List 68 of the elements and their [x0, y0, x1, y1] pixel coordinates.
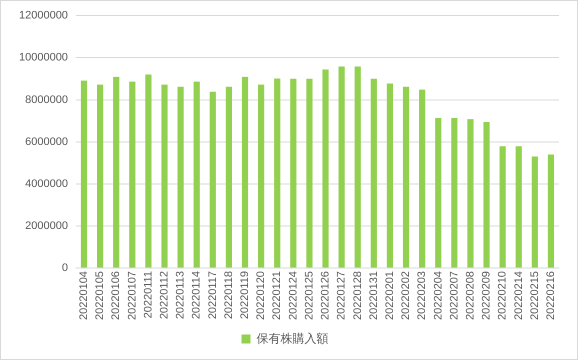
x-tick-label: 20220120 — [255, 271, 268, 320]
x-tick-label: 20220127 — [336, 271, 348, 320]
y-tick-label: 6000000 — [25, 136, 68, 148]
x-tick-label: 20220124 — [287, 271, 300, 320]
bar — [145, 74, 152, 268]
bar — [322, 69, 329, 268]
x-tick-label: 20220118 — [222, 271, 235, 320]
x-tick-label: 20220104 — [78, 271, 90, 320]
x-tick-label: 20220216 — [544, 271, 557, 320]
bar — [96, 84, 104, 268]
bar — [80, 80, 88, 268]
legend-label: 保有株購入額 — [256, 331, 328, 346]
x-tick-label: 20220121 — [271, 271, 284, 320]
x-tick-label: 20220208 — [464, 271, 476, 320]
x-tick-label: 20220210 — [496, 271, 509, 320]
x-tick-label: 20220119 — [239, 271, 252, 320]
y-tick-label: 4000000 — [25, 178, 68, 190]
y-tick-label: 12000000 — [18, 10, 68, 22]
bar — [113, 76, 120, 268]
bar — [516, 146, 522, 268]
bar — [467, 119, 474, 268]
bar — [306, 78, 313, 268]
bar — [354, 66, 361, 268]
x-tick-label: 20220131 — [368, 271, 380, 320]
bar — [178, 86, 184, 268]
bar — [290, 78, 296, 268]
bar — [370, 78, 377, 268]
x-tick-label: 20220209 — [480, 271, 493, 320]
x-tick-label: 20220105 — [94, 271, 106, 320]
bar — [435, 118, 442, 268]
x-tick-label: 20220128 — [352, 271, 364, 320]
x-tick-label: 20220113 — [174, 271, 187, 320]
bar — [548, 154, 554, 268]
y-tick-label: 0 — [62, 262, 68, 274]
bar — [338, 66, 345, 268]
bar — [483, 122, 490, 268]
x-tick-label: 20220117 — [206, 271, 219, 320]
bar — [210, 92, 216, 268]
y-tick-label: 10000000 — [18, 52, 68, 64]
bar — [258, 84, 264, 268]
bar — [402, 86, 410, 268]
x-tick-label: 20220112 — [158, 271, 171, 320]
y-tick-label: 2000000 — [25, 220, 68, 232]
bar — [532, 156, 538, 268]
bar — [194, 82, 200, 268]
bar — [226, 86, 232, 268]
bar — [386, 84, 394, 268]
bar — [274, 78, 280, 268]
bar — [242, 76, 248, 268]
x-tick-label: 20220202 — [400, 271, 412, 320]
x-tick-label: 20220215 — [528, 271, 541, 320]
x-tick-label: 20220125 — [303, 271, 316, 320]
x-tick-label: 20220126 — [320, 271, 332, 320]
bar — [129, 82, 136, 268]
y-tick-label: 8000000 — [25, 94, 68, 106]
x-tick-label: 20220106 — [110, 271, 122, 320]
x-tick-label: 20220107 — [126, 271, 138, 320]
x-tick-label: 20220111 — [142, 271, 154, 318]
x-tick-label: 20220214 — [512, 271, 525, 320]
bar — [451, 118, 458, 268]
x-tick-label: 20220203 — [416, 271, 428, 320]
x-tick-label: 20220114 — [190, 271, 203, 320]
x-tick-label: 20220201 — [384, 271, 396, 320]
x-tick-label: 20220207 — [448, 271, 460, 320]
bar — [419, 90, 426, 268]
bar — [161, 84, 168, 268]
bar — [500, 146, 506, 268]
x-tick-label: 20220204 — [432, 271, 444, 320]
